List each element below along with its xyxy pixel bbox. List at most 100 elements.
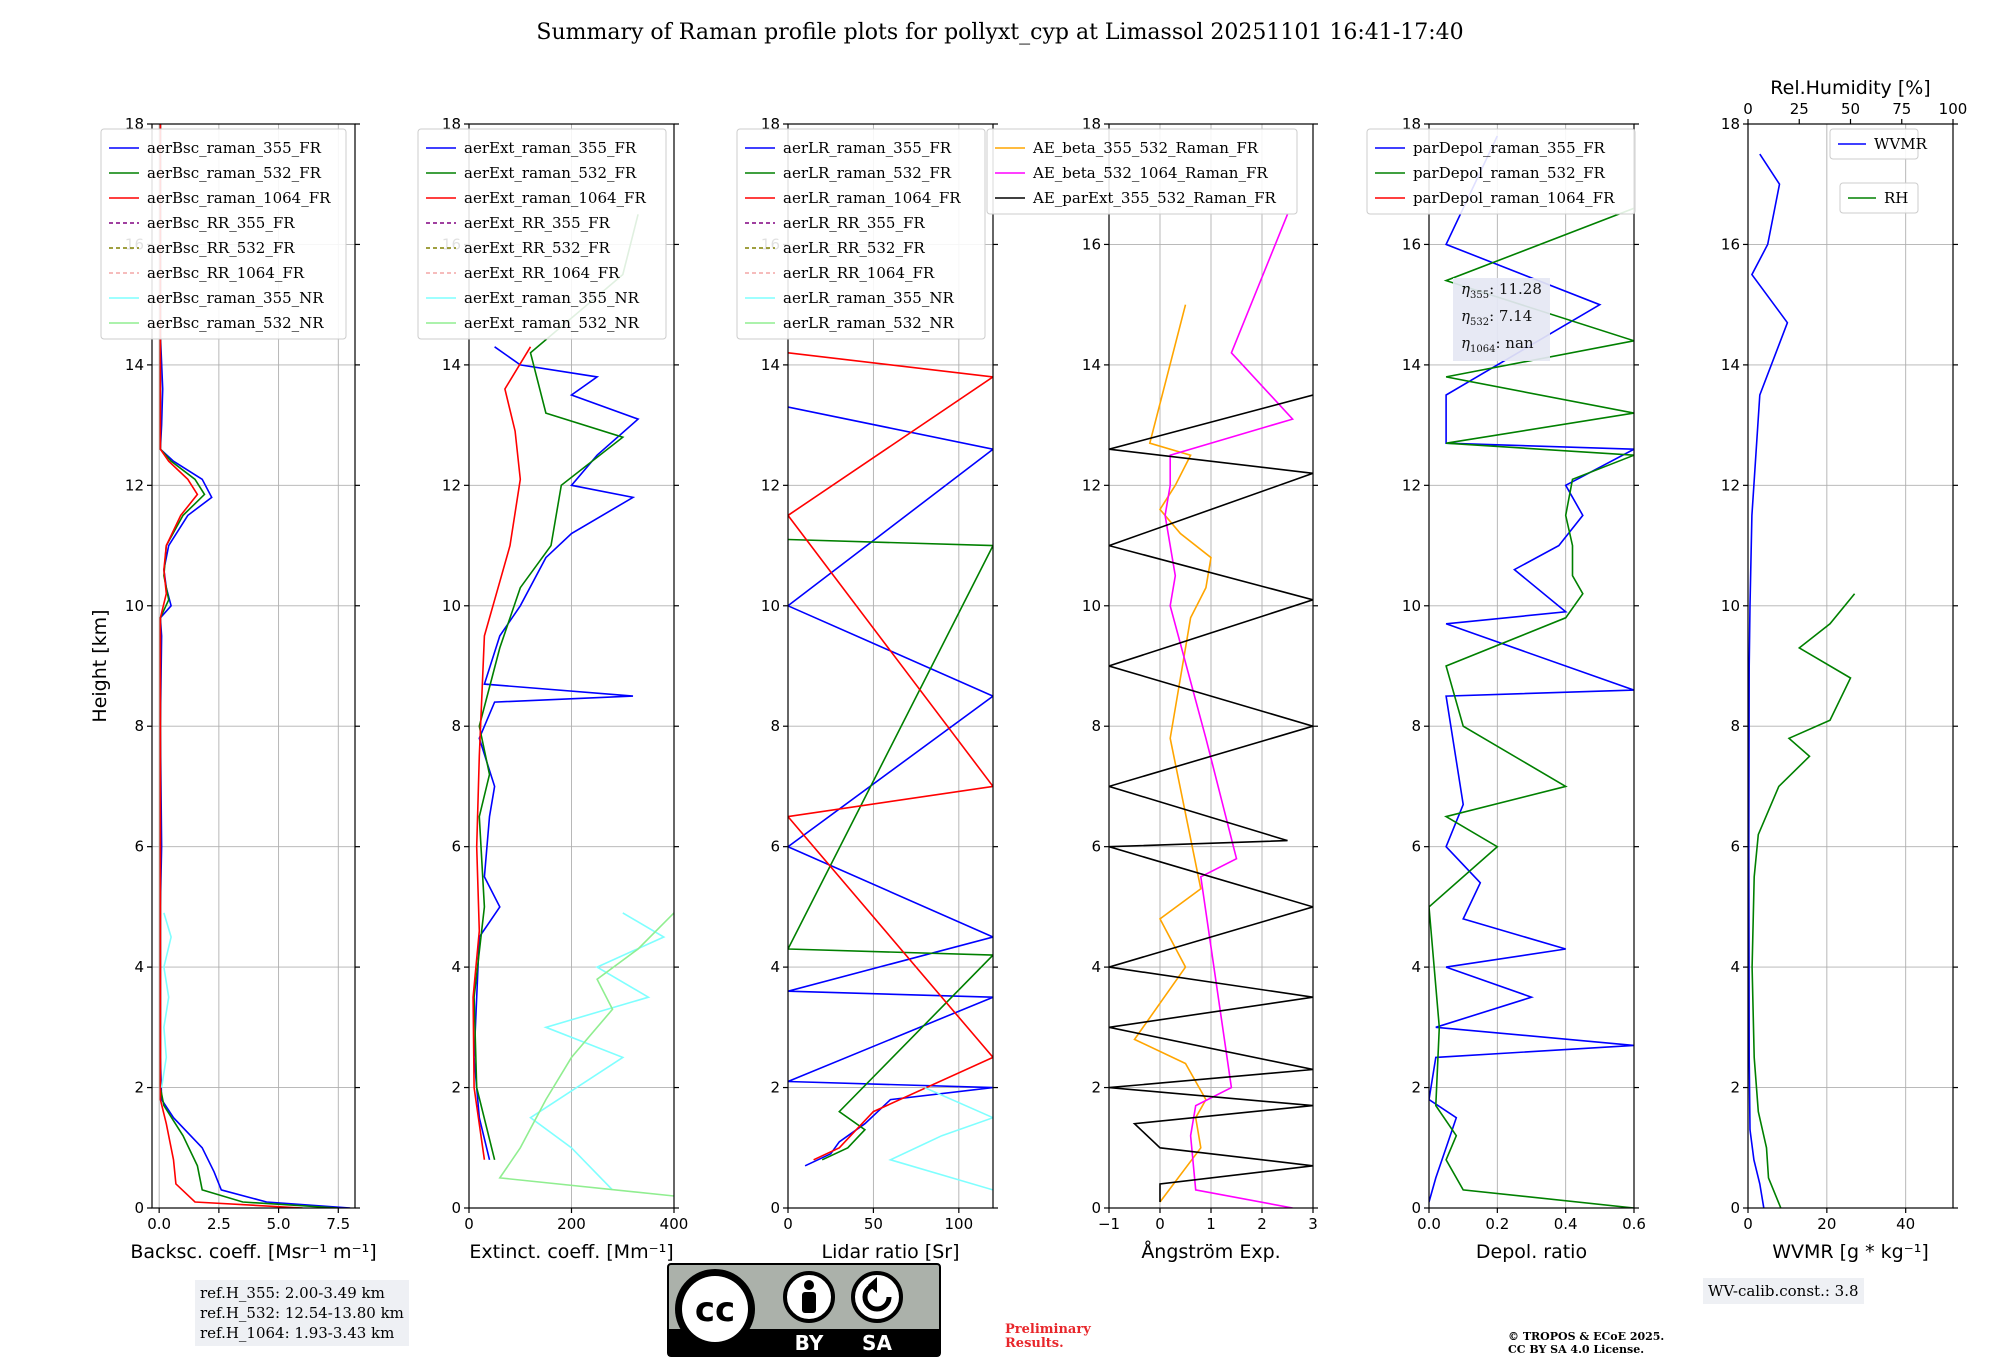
x-tick-label: 400 <box>660 1215 689 1233</box>
y-tick-label: 6 <box>770 838 780 856</box>
legend-label: parDepol_raman_355_FR <box>1413 139 1606 157</box>
sa-arrowhead-icon <box>868 1277 877 1293</box>
y-tick-label: 2 <box>1411 1079 1421 1097</box>
wv-calibration-box: WV-calib.const.: 3.8 <box>1703 1278 1864 1304</box>
series-group <box>1748 153 1856 1208</box>
sa-arrow-icon <box>862 1282 892 1312</box>
y-tick-label: 16 <box>1721 235 1740 253</box>
y-tick-label: 14 <box>761 356 780 374</box>
y-tick-label: 8 <box>1091 717 1101 735</box>
wv-calib-const: WV-calib.const.: 3.8 <box>1708 1282 1859 1300</box>
series-aerExt_raman_532_FR <box>473 214 639 1160</box>
x-tick-label: 0.0 <box>1417 1215 1441 1233</box>
legend-label: aerExt_RR_532_FR <box>464 239 611 257</box>
y-tick-label: 12 <box>442 476 461 494</box>
legend-label: aerExt_raman_1064_FR <box>464 189 646 207</box>
legend-label: aerBsc_RR_532_FR <box>147 239 295 257</box>
series-AE_parExt_355_532_Raman_FR <box>1109 394 1313 1202</box>
y-axis-label: Height [km] <box>89 609 111 722</box>
legend-label: aerLR_RR_1064_FR <box>783 264 935 282</box>
legend-label: aerBsc_RR_355_FR <box>147 214 295 232</box>
panel-lr: 024681012141618050100Lidar ratio [Sr]aer… <box>736 115 998 1263</box>
axes-frame <box>1747 123 1954 1209</box>
top-x-tick-label: 25 <box>1790 100 1809 118</box>
y-tick-label: 10 <box>1402 597 1421 615</box>
ref-height-532: ref.H_532: 12.54-13.80 km <box>200 1304 404 1322</box>
x-tick-label: 200 <box>557 1215 586 1233</box>
y-tick-label: 10 <box>442 597 461 615</box>
x-axis-label: Depol. ratio <box>1476 1241 1587 1263</box>
top-x-tick-label: 0 <box>1743 100 1753 118</box>
legend-label: aerExt_raman_532_FR <box>464 164 637 182</box>
x-tick-label: 50 <box>864 1215 883 1233</box>
y-tick-label: 12 <box>125 476 144 494</box>
y-tick-label: 4 <box>1091 958 1101 976</box>
legend-box <box>736 128 986 340</box>
x-tick-label: −1 <box>1098 1215 1120 1233</box>
x-tick-label: 0.2 <box>1485 1215 1509 1233</box>
series-parDepol_raman_532_FR <box>1429 207 1634 1208</box>
y-tick-label: 10 <box>1082 597 1101 615</box>
series-aerLR_raman_355_FR <box>788 406 993 1167</box>
series-RH <box>1751 593 1856 1208</box>
x-tick-label: 3 <box>1308 1215 1318 1233</box>
y-tick-label: 16 <box>1402 235 1421 253</box>
x-tick-label: 0.0 <box>147 1215 171 1233</box>
x-tick-label: 0.4 <box>1554 1215 1578 1233</box>
y-tick-label: 4 <box>134 958 144 976</box>
series-aerExt_raman_532_NR <box>498 912 674 1197</box>
figure-title: Summary of Raman profile plots for polly… <box>536 20 1464 45</box>
series-aerExt_raman_1064_FR <box>472 346 532 1160</box>
x-tick-label: 40 <box>1896 1215 1915 1233</box>
y-tick-label: 8 <box>134 717 144 735</box>
series-aerBsc_raman_1064_FR <box>159 124 303 1208</box>
eta-532: η532: 7.14 <box>1461 307 1533 328</box>
eta-355: η355: 11.28 <box>1461 280 1542 301</box>
legend-label: aerLR_raman_355_FR <box>783 139 952 157</box>
legend-label: WVMR <box>1874 135 1928 153</box>
y-tick-label: 4 <box>451 958 461 976</box>
preliminary-results-note: Preliminary Results. <box>1005 1322 1091 1351</box>
y-tick-label: 4 <box>770 958 780 976</box>
y-tick-label: 0 <box>134 1199 144 1217</box>
y-tick-label: 0 <box>1091 1199 1101 1217</box>
legend-dep: parDepol_raman_355_FR parDepol_raman_532_… <box>1366 128 1636 215</box>
x-axis-label: Ångström Exp. <box>1141 1240 1280 1263</box>
legend-ae: AE_beta_355_532_Raman_FR AE_beta_532_1064… <box>986 128 1298 215</box>
y-tick-label: 10 <box>761 597 780 615</box>
y-tick-label: 6 <box>1091 838 1101 856</box>
reference-height-box: ref.H_355: 2.00-3.49 km ref.H_532: 12.54… <box>195 1280 409 1346</box>
y-tick-label: 8 <box>1411 717 1421 735</box>
series-group <box>788 352 993 1191</box>
y-tick-label: 2 <box>451 1079 461 1097</box>
x-tick-label: 1 <box>1206 1215 1216 1233</box>
y-tick-label: 4 <box>1411 958 1421 976</box>
legend-wv: WVMR RH <box>1829 128 1928 214</box>
series-group <box>472 214 674 1197</box>
legend-label: aerLR_raman_1064_FR <box>783 189 961 207</box>
series-AE_beta_532_1064_Raman_FR <box>1164 213 1295 1208</box>
x-tick-label: 0 <box>783 1215 793 1233</box>
series-aerExt_raman_355_NR <box>529 912 666 1191</box>
y-tick-label: 12 <box>1402 476 1421 494</box>
legend-label: AE_beta_355_532_Raman_FR <box>1032 139 1259 157</box>
legend-label: aerExt_RR_1064_FR <box>464 264 620 282</box>
copyright-note: © TROPOS & ECoE 2025. CC BY SA 4.0 Licen… <box>1508 1330 1665 1356</box>
y-tick-label: 0 <box>770 1199 780 1217</box>
y-tick-label: 2 <box>1091 1079 1101 1097</box>
legend-label: aerExt_raman_355_FR <box>464 139 637 157</box>
y-tick-label: 0 <box>1730 1199 1740 1217</box>
legend-box <box>417 128 667 340</box>
x-tick-label: 2 <box>1257 1215 1267 1233</box>
legend-lr: aerLR_raman_355_FR aerLR_raman_532_FR aerL… <box>736 128 986 340</box>
axes-frame <box>787 123 994 1209</box>
axes-frame <box>1428 123 1635 1209</box>
series-WVMR <box>1748 153 1789 1208</box>
y-tick-label: 4 <box>1730 958 1740 976</box>
y-tick-label: 12 <box>1082 476 1101 494</box>
